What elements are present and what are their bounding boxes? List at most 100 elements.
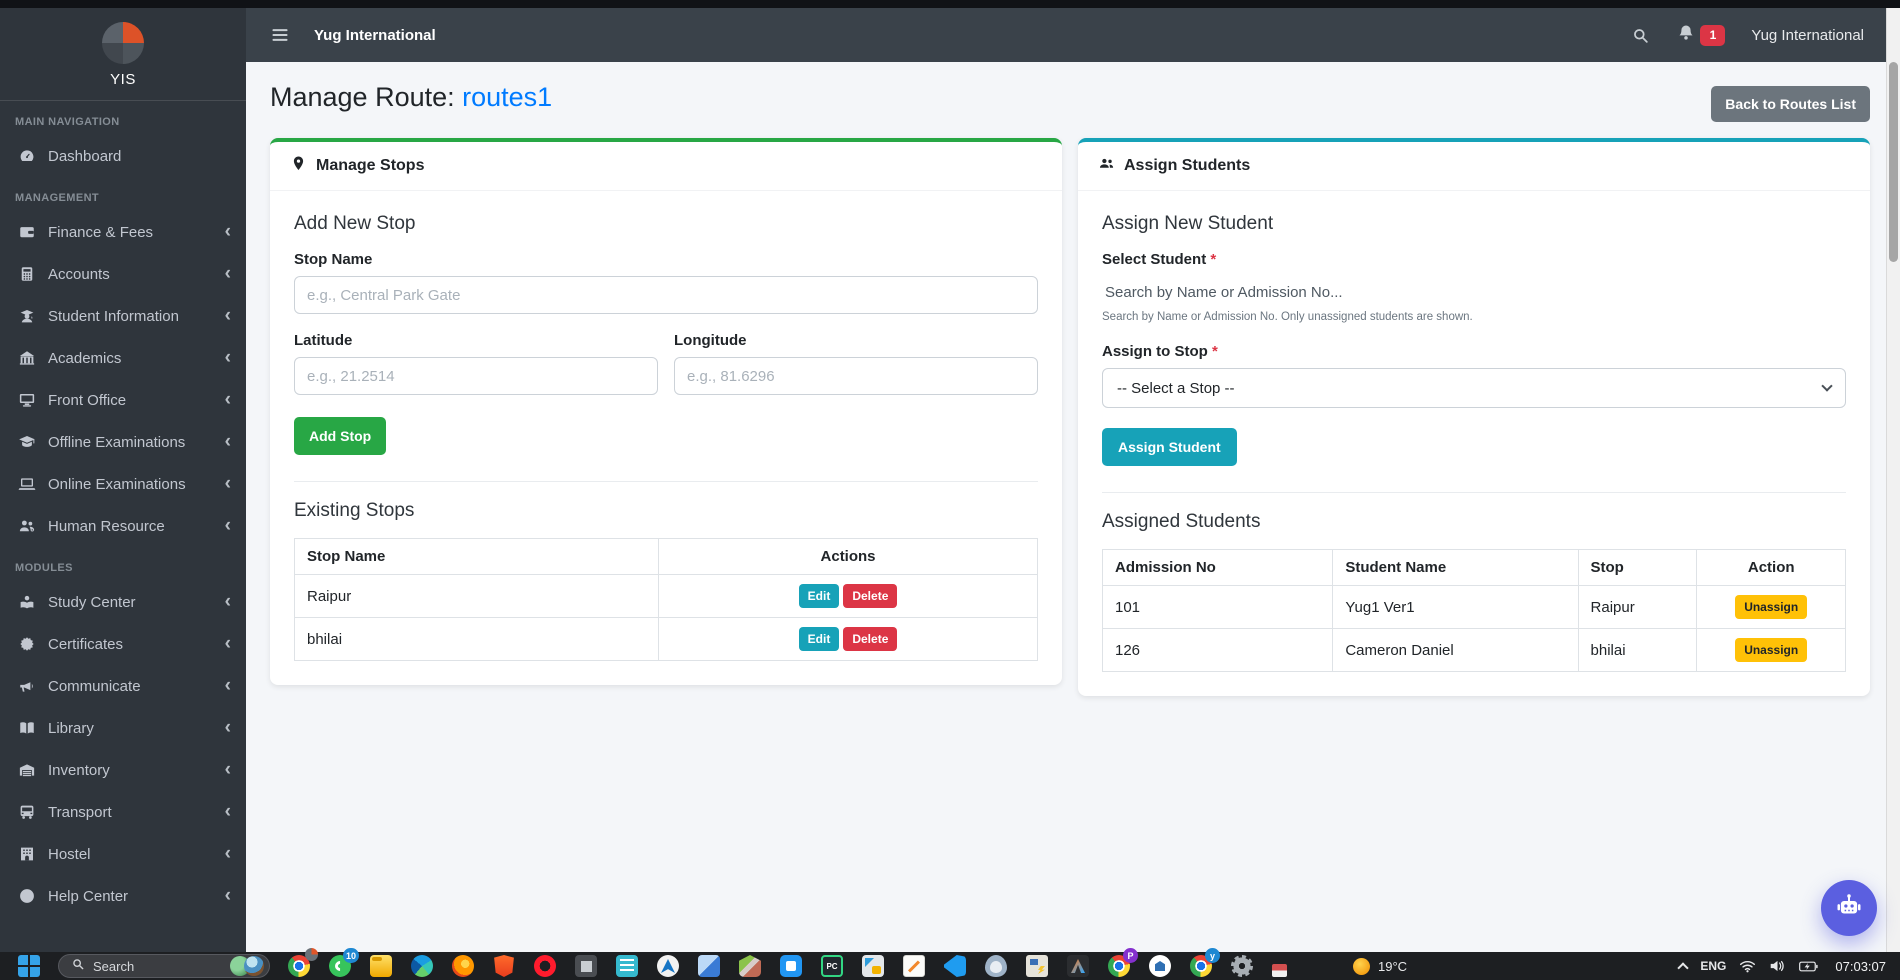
anydesk-icon[interactable]: [862, 955, 884, 977]
divider: [294, 481, 1038, 482]
back-to-routes-button[interactable]: Back to Routes List: [1711, 86, 1870, 122]
student-name-cell: Cameron Daniel: [1332, 628, 1579, 672]
file-explorer-icon[interactable]: [370, 955, 392, 977]
stop-name-input[interactable]: [294, 276, 1038, 314]
sidebar-item-dashboard[interactable]: Dashboard: [0, 135, 246, 177]
sidebar-item-front-office[interactable]: Front Office ‹: [0, 379, 246, 421]
prism-icon[interactable]: [739, 955, 761, 977]
pycharm-icon[interactable]: PC: [821, 955, 843, 977]
opera-icon[interactable]: [534, 955, 556, 977]
search-icon[interactable]: [1631, 26, 1650, 45]
phone-link-icon[interactable]: 10: [329, 948, 359, 977]
navbar-brand[interactable]: Yug International: [314, 26, 436, 44]
route-name-link[interactable]: routes1: [462, 82, 553, 112]
chrome-icon[interactable]: [288, 948, 318, 977]
sidebar-item-transport[interactable]: Transport ‹: [0, 791, 246, 833]
chrome-profile-y-icon[interactable]: y: [1190, 948, 1220, 977]
language-indicator[interactable]: ENG: [1700, 959, 1727, 973]
window-top-strip: [0, 0, 1900, 8]
sidebar-item-human-resource[interactable]: Human Resource ‹: [0, 505, 246, 547]
photos-icon[interactable]: [575, 955, 597, 977]
putty-icon[interactable]: [1026, 955, 1048, 977]
chevron-left-icon: ‹: [224, 843, 231, 864]
longitude-label: Longitude: [674, 332, 747, 349]
sidebar-item-inventory[interactable]: Inventory ‹: [0, 749, 246, 791]
assigned-students-header-cell: Stop: [1577, 549, 1698, 586]
chatbot-button[interactable]: [1821, 880, 1877, 936]
graduation-cap-icon: [15, 433, 38, 451]
delete-stop-button[interactable]: Delete: [843, 584, 898, 608]
edit-stop-button[interactable]: Edit: [798, 627, 840, 651]
top-navbar: Yug International 1 Yug International: [246, 8, 1886, 62]
sidebar-item-hostel[interactable]: Hostel ‹: [0, 833, 246, 875]
notifications-button[interactable]: 1: [1676, 23, 1726, 48]
tray-misc-icon[interactable]: [1272, 964, 1287, 977]
search-icon: [71, 957, 85, 976]
sticky-notes-icon[interactable]: [903, 955, 925, 977]
user-menu[interactable]: Yug International: [1751, 26, 1864, 44]
wifi-icon[interactable]: [1739, 959, 1756, 973]
taskbar-search-box[interactable]: Search: [58, 954, 270, 978]
tray-expand-chevron-icon[interactable]: [1677, 962, 1690, 974]
calculator-icon: [15, 265, 38, 283]
student-search-input[interactable]: [1102, 276, 1846, 308]
vscode-icon[interactable]: [944, 955, 966, 977]
assign-to-stop-select[interactable]: -- Select a Stop --: [1102, 368, 1846, 408]
sidebar-item-help-center[interactable]: Help Center ‹: [0, 875, 246, 917]
sidebar-item-accounts[interactable]: Accounts ‹: [0, 253, 246, 295]
app-installer-icon[interactable]: [657, 955, 679, 977]
volume-icon[interactable]: [1769, 959, 1786, 973]
brave-icon[interactable]: [494, 955, 514, 977]
settings-gear-icon[interactable]: [1231, 955, 1253, 977]
student-action-cell: Unassign: [1696, 628, 1846, 672]
assign-student-button[interactable]: Assign Student: [1102, 428, 1237, 466]
taskbar-weather[interactable]: 19°C: [1353, 957, 1407, 975]
notepad-plus-icon[interactable]: [616, 955, 638, 977]
sidebar-item-study-center[interactable]: Study Center ‹: [0, 581, 246, 623]
assigned-students-table: Admission No Student Name Stop Action 101 Yu…: [1101, 549, 1846, 672]
sidebar-logo[interactable]: YIS: [0, 8, 246, 101]
battery-icon[interactable]: [1799, 961, 1819, 972]
sidebar-item-offline-examinations[interactable]: Offline Examinations ‹: [0, 421, 246, 463]
users-gear-icon: [15, 517, 38, 535]
notification-count-badge: P: [1123, 948, 1138, 963]
unassign-button[interactable]: Unassign: [1735, 638, 1808, 662]
postgresql-icon[interactable]: [985, 955, 1007, 977]
firefox-icon[interactable]: [452, 955, 474, 977]
sidebar-item-online-examinations[interactable]: Online Examinations ‹: [0, 463, 246, 505]
sidebar-item-academics[interactable]: Academics ‹: [0, 337, 246, 379]
android-studio-icon[interactable]: [1067, 955, 1089, 977]
sidebar-item-certificates[interactable]: Certificates ‹: [0, 623, 246, 665]
stop-row: bhilai Edit Delete: [293, 617, 1038, 661]
edge-icon[interactable]: [411, 955, 433, 977]
windows-start-icon[interactable]: [18, 955, 40, 977]
add-new-stop-title: Add New Stop: [294, 213, 416, 234]
sidebar-item-student-information[interactable]: Student Information ‹: [0, 295, 246, 337]
chevron-left-icon: ‹: [224, 633, 231, 654]
unassign-button[interactable]: Unassign: [1735, 595, 1808, 619]
sidebar-item-finance-fees[interactable]: Finance & Fees ‹: [0, 211, 246, 253]
student-icon: [15, 307, 38, 325]
scrollbar-thumb[interactable]: [1889, 62, 1898, 262]
edit-stop-button[interactable]: Edit: [798, 584, 840, 608]
sidebar-toggle-button[interactable]: [270, 25, 290, 45]
remote-desktop-icon[interactable]: [780, 955, 802, 977]
latitude-input[interactable]: [294, 357, 658, 395]
sidebar-item-label: Accounts: [48, 265, 110, 283]
longitude-input[interactable]: [674, 357, 1038, 395]
delete-stop-button[interactable]: Delete: [843, 627, 898, 651]
sidebar-item-label: Online Examinations: [48, 475, 186, 493]
chevron-left-icon: ‹: [224, 591, 231, 612]
bank-app-icon[interactable]: [1149, 955, 1171, 977]
virtualbox-icon[interactable]: [698, 955, 720, 977]
add-stop-button[interactable]: Add Stop: [294, 417, 387, 455]
sidebar-item-library[interactable]: Library ‹: [0, 707, 246, 749]
chrome-profile-p-icon[interactable]: P: [1108, 948, 1138, 977]
assign-to-stop-label: Assign to Stop *: [1102, 343, 1218, 360]
sidebar: YIS MAIN NAVIGATION Dashboard MANAGEMENT Fi…: [0, 8, 246, 952]
student-name-cell: Yug1 Ver1: [1332, 585, 1579, 629]
sidebar-item-communicate[interactable]: Communicate ‹: [0, 665, 246, 707]
page-scrollbar[interactable]: [1886, 8, 1900, 952]
clock[interactable]: 07:03:07: [1835, 958, 1886, 974]
